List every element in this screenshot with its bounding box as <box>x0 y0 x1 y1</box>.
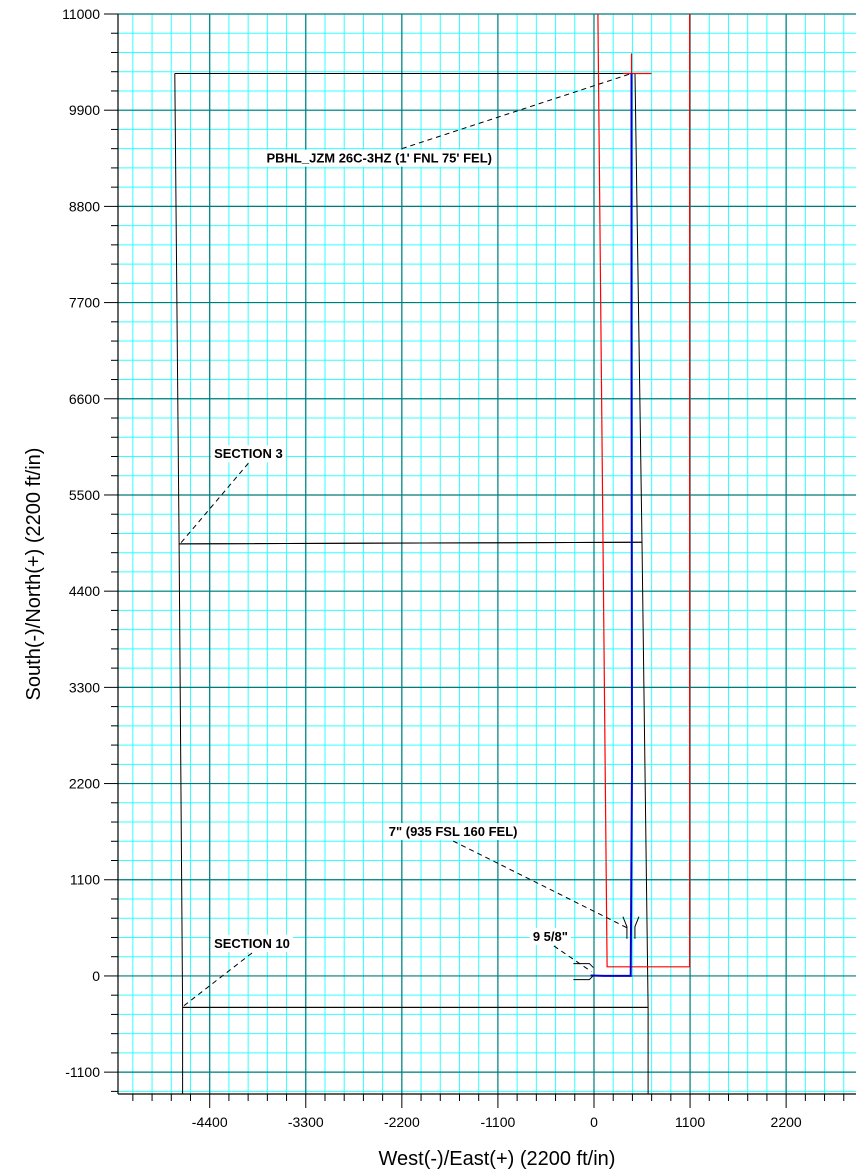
y-tick-label: 6600 <box>69 391 100 407</box>
annotation-bg-3 <box>211 934 293 952</box>
annotation-leader-2 <box>452 840 630 930</box>
wellpath-line-0 <box>590 73 634 977</box>
annotation-label-2: 7" (935 FSL 160 FEL) <box>389 824 518 839</box>
wellpath-series <box>590 73 634 977</box>
annotation-bg-2 <box>385 823 521 841</box>
annotation-bg-4 <box>529 927 571 945</box>
x-tick-label: -4400 <box>192 1114 228 1130</box>
y-axis-title: South(-)/North(+) (2200 ft/in) <box>23 448 45 701</box>
y-tick-label: 2200 <box>69 776 100 792</box>
y-tick-label: 0 <box>92 968 100 984</box>
y-tick-label: 1100 <box>70 872 100 888</box>
x-tick-label: -2200 <box>384 1114 420 1130</box>
x-tick-label: -3300 <box>288 1114 324 1130</box>
casing-markers <box>573 916 640 981</box>
annotation-leader-0 <box>401 72 632 150</box>
y-tick-label: 8800 <box>69 198 100 214</box>
y-tick-label: 11000 <box>62 6 100 22</box>
casing-marker-0 <box>622 916 640 939</box>
tick-labels: -4400 -3300 -2200 -1100 0 1100 2200 -1100 0 1100 2… <box>62 6 802 1130</box>
annotation-labels: PBHL_JZM 26C-3HZ (1' FNL 75' FEL) SECTION… <box>211 149 571 952</box>
casing-marker-1 <box>573 963 594 981</box>
annotation-label-3: SECTION 10 <box>214 936 290 951</box>
y-tick-label: 9900 <box>69 102 100 118</box>
annotation-label-0: PBHL_JZM 26C-3HZ (1' FNL 75' FEL) <box>266 151 492 166</box>
y-tick-label: 3300 <box>69 679 100 695</box>
annotation-leader-4 <box>553 945 592 972</box>
x-tick-label: -1100 <box>481 1114 516 1130</box>
y-tick-label: -1100 <box>65 1064 100 1080</box>
axes <box>104 13 856 1108</box>
annotation-bg-1 <box>211 445 286 463</box>
section-line-0 <box>174 73 643 545</box>
y-tick-label: 7700 <box>69 295 100 311</box>
annotation-leaders <box>179 72 632 1008</box>
annotation-label-4: 9 5/8" <box>533 929 568 944</box>
annotation-bg-0 <box>263 149 496 167</box>
x-axis-title: West(-)/East(+) (2200 ft/in) <box>379 1148 616 1170</box>
annotation-label-1: SECTION 3 <box>214 446 283 461</box>
x-tick-label: 1100 <box>675 1114 705 1130</box>
section-lines <box>174 73 649 1094</box>
x-tick-label: 2200 <box>771 1114 802 1130</box>
minor-gridlines <box>118 13 856 1094</box>
y-tick-label: 5500 <box>69 487 100 503</box>
x-tick-label: 0 <box>590 1114 598 1130</box>
y-tick-label: 4400 <box>69 583 100 599</box>
hardlines <box>597 13 691 968</box>
hardline-0 <box>597 13 691 968</box>
annotation-leader-3 <box>181 952 253 1008</box>
